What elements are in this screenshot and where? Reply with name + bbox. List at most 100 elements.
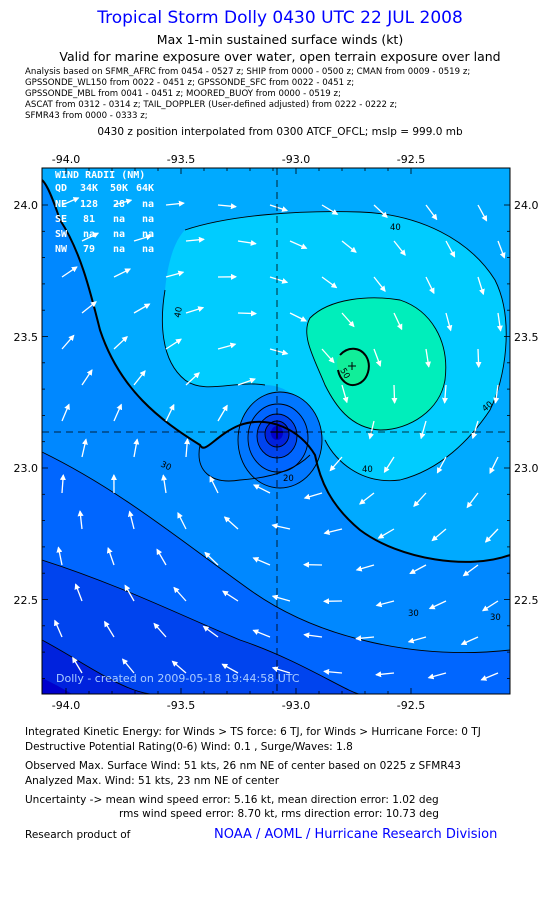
wind-vector-arrow [59, 474, 66, 494]
contour-line [198, 444, 311, 482]
wind-vector-arrow [323, 668, 343, 675]
wind-radii-table: WIND RADII (NM) QD 34K 50K 64K NE 128 28… [55, 170, 154, 255]
wind-vector-arrow [377, 528, 395, 539]
analysis-line: SFMR43 from 0000 - 0333 z; [25, 111, 148, 121]
contour-line [161, 289, 266, 388]
analysis-line: GPSSONDE_MBL from 0041 - 0451 z; MOORED_… [25, 89, 341, 99]
tick-marks [42, 168, 510, 694]
radii-cell: QD [55, 183, 67, 194]
contour-label: 20 [283, 474, 294, 484]
wind-vector-arrow [289, 240, 308, 250]
wind-vector-arrow [237, 239, 257, 246]
wind-vector-arrow [445, 240, 456, 258]
wind-vector-arrow [237, 377, 256, 386]
analyzed-max-text: Analyzed Max. Wind: 51 kts, 23 nm NE of … [25, 775, 280, 787]
analysis-line: GPSSONDE_WL150 from 0022 - 0451 z; GPSSO… [25, 78, 355, 88]
wind-vector-arrow [72, 656, 83, 674]
valid-note: Valid for marine exposure over water, op… [59, 49, 501, 64]
contour-label: 40 [362, 465, 373, 475]
wind-vector-arrow [81, 369, 93, 386]
wind-vector-arrow [271, 523, 291, 530]
wind-vector-arrow [74, 583, 83, 602]
contour-line [306, 297, 447, 431]
wind-vector-arrow [441, 384, 448, 404]
radii-cell: SE [55, 214, 67, 225]
radii-cell: na [142, 214, 154, 225]
wind-vector-arrow [419, 420, 427, 440]
ike-text: Integrated Kinetic Energy: for Winds > T… [25, 726, 481, 738]
x-axis-top: -94.0 -93.5 -93.0 -92.5 [52, 153, 425, 166]
page-subtitle: Max 1-min sustained surface winds (kt) [156, 32, 404, 47]
radii-cell: NE [55, 199, 67, 210]
radii-title: WIND RADII (NM) [55, 170, 145, 181]
wind-vector-arrow [252, 629, 271, 638]
contour-34kt [42, 179, 510, 563]
x-tick-label: -94.0 [52, 699, 80, 710]
wind-vector-arrow [497, 240, 506, 259]
y-axis-right: 24.0 23.5 23.0 22.5 [514, 199, 539, 607]
wind-vector-arrow [355, 564, 375, 572]
y-tick-label: 22.5 [514, 594, 539, 607]
wind-vector-arrow [409, 564, 427, 575]
fill-level-50 [336, 348, 369, 386]
org-link[interactable]: NOAA / AOML / Hurricane Research Divisio… [214, 827, 498, 842]
wind-analysis-map: 40 40 40 40 50 30 30 30 20 WIND RADII (N… [14, 153, 539, 710]
creation-footer: Dolly - created on 2009-05-18 19:44:58 U… [56, 672, 300, 685]
wind-vector-arrow [323, 528, 343, 536]
wind-vector-arrow [223, 516, 239, 530]
analysis-line: ASCAT from 0312 - 0314 z; TAIL_DOPPLER (… [25, 100, 398, 110]
uncertainty-text: Uncertainty -> mean wind speed error: 5.… [25, 794, 439, 806]
center-marker [271, 426, 283, 438]
radii-cell: na [113, 229, 125, 240]
x-tick-label: -92.5 [397, 699, 425, 710]
wind-vector-arrow [54, 619, 63, 638]
wind-vector-arrow [81, 438, 88, 458]
wind-vector-arrow [253, 484, 271, 494]
wind-vector-arrow [113, 336, 128, 350]
radii-cell: na [142, 199, 154, 210]
wind-vector-arrow [165, 338, 182, 350]
wind-vector-arrow [121, 658, 135, 674]
y-tick-label: 23.0 [14, 462, 39, 475]
radii-cell: na [142, 229, 154, 240]
wind-vector-arrow [252, 557, 271, 566]
wind-vector-arrow [271, 594, 291, 602]
contour-label: 40 [390, 223, 401, 233]
wind-vector-arrow [321, 348, 335, 364]
wind-vector-arrow [106, 547, 115, 566]
wind-vector-arrow [341, 312, 355, 328]
wind-vector-arrow [269, 348, 289, 356]
fill-level-15 [42, 640, 150, 694]
radii-cell: 128 [80, 199, 98, 210]
wind-vector-arrow [113, 198, 133, 206]
wind-vector-arrow [489, 456, 499, 474]
wind-vector-arrow [391, 384, 398, 404]
wind-vector-arrow [185, 306, 205, 314]
wind-vector-arrow [329, 456, 343, 472]
wind-vector-arrow [373, 348, 382, 367]
radii-cell: 34K [80, 183, 98, 194]
analysis-line: Analysis based on SFMR_AFRC from 0454 - … [25, 67, 471, 77]
contour-50kt [337, 347, 370, 386]
y-tick-label: 23.0 [514, 462, 539, 475]
wind-vector-arrow [425, 276, 435, 295]
wind-vector-arrow [127, 510, 135, 530]
contour-label: 30 [408, 609, 419, 619]
wind-vector-arrow [209, 475, 219, 494]
wind-vector-arrow [113, 403, 123, 422]
contour-line [247, 403, 309, 473]
wind-vector-arrow [303, 632, 323, 639]
wind-vector-arrow [383, 456, 395, 474]
fill-level-10 [42, 678, 72, 694]
wind-vector-arrow [202, 625, 219, 638]
wind-vector-arrow [413, 492, 427, 508]
wind-vector-arrow [269, 204, 289, 212]
wind-vector-arrow [373, 204, 388, 218]
wind-vector-arrow [341, 240, 357, 253]
wind-vector-arrow [165, 403, 175, 422]
contour-line [42, 639, 151, 694]
wind-vector-arrow [61, 197, 80, 206]
radii-cell: na [113, 244, 125, 255]
radii-cell: na [83, 229, 95, 240]
wind-vector-arrow [375, 600, 395, 608]
